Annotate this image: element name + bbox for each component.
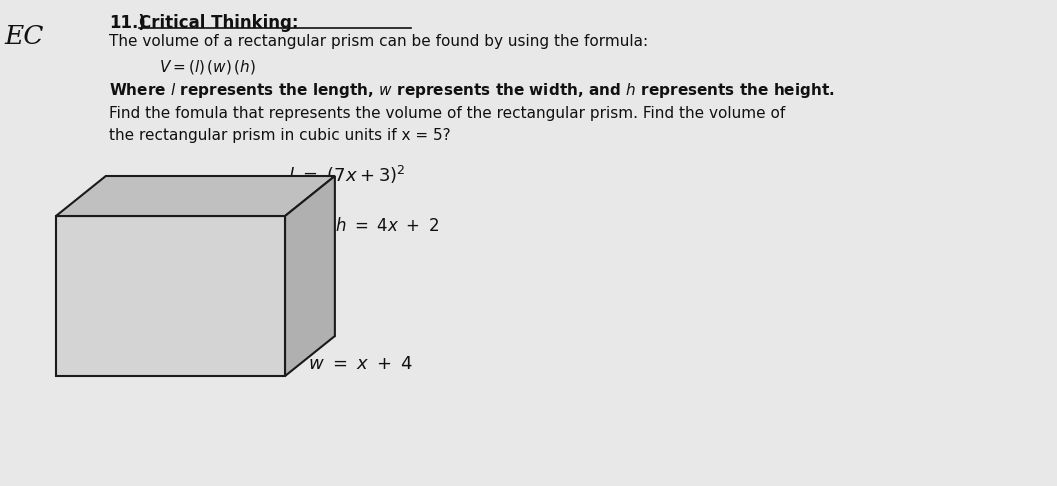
Polygon shape bbox=[56, 176, 335, 216]
Text: $h\ =\ 4x\ +\ 2$: $h\ =\ 4x\ +\ 2$ bbox=[335, 217, 440, 235]
Text: the rectangular prism in cubic units if x = 5?: the rectangular prism in cubic units if … bbox=[109, 128, 450, 143]
Text: Where $l$ represents the length, $w$ represents the width, and $h$ represents th: Where $l$ represents the length, $w$ rep… bbox=[109, 81, 835, 100]
Text: The volume of a rectangular prism can be found by using the formula:: The volume of a rectangular prism can be… bbox=[109, 34, 648, 49]
Text: $w\ =\ x\ +\ 4$: $w\ =\ x\ +\ 4$ bbox=[308, 355, 413, 373]
Polygon shape bbox=[56, 216, 285, 376]
Text: $l\ =\ (7x+3)^{2}$: $l\ =\ (7x+3)^{2}$ bbox=[289, 164, 406, 186]
Text: Critical Thinking:: Critical Thinking: bbox=[138, 14, 298, 32]
Text: Find the fomula that represents the volume of the rectangular prism. Find the vo: Find the fomula that represents the volu… bbox=[109, 106, 785, 121]
Text: EC: EC bbox=[4, 24, 43, 49]
Text: $V = (l)\,(w)\,(h)$: $V = (l)\,(w)\,(h)$ bbox=[159, 58, 256, 76]
Polygon shape bbox=[285, 176, 335, 376]
Text: 11.): 11.) bbox=[109, 14, 146, 32]
